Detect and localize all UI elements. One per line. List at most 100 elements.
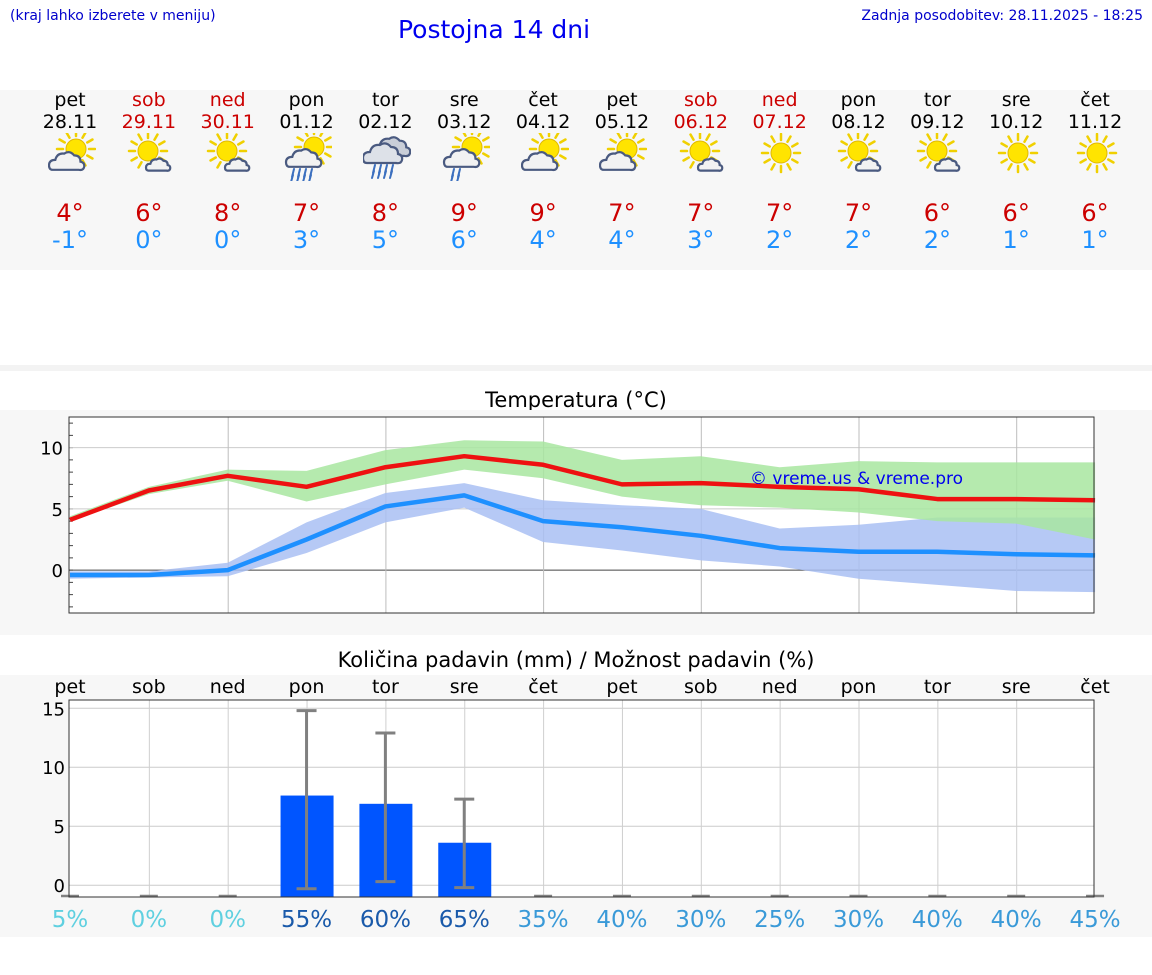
precip-probability: 40% — [991, 907, 1042, 933]
day-card: tor 09.12 6° 2° — [898, 89, 977, 259]
day-date: 02.12 — [358, 111, 413, 133]
precip-probability: 65% — [439, 907, 490, 933]
cloud-shape — [933, 157, 961, 172]
day-date: 01.12 — [279, 111, 334, 133]
temp-min: -1° — [52, 226, 88, 254]
x-category-label: pet — [54, 676, 85, 698]
temp-max: 9° — [529, 199, 557, 227]
cloud-rain-icon — [362, 136, 411, 179]
rain-drops — [449, 168, 461, 181]
page-title: Postojna 14 dni — [398, 15, 591, 44]
precip-probability: 30% — [675, 907, 726, 933]
location-hint: (kraj lahko izberete v meniju) — [10, 8, 216, 24]
x-category-label: čet — [1080, 676, 1110, 698]
cloud-shape — [145, 157, 172, 172]
day-card: pet 05.12 7° 4° — [582, 89, 661, 259]
plot-area — [69, 700, 1094, 897]
partly-cloudy-icon — [520, 133, 569, 172]
cloud-shape — [442, 148, 481, 169]
day-card: čet 11.12 6° 1° — [1056, 89, 1135, 259]
partly-cloudy-icon — [599, 133, 648, 172]
precipitation-chart-title: Količina padavin (mm) / Možnost padavin … — [337, 648, 815, 672]
forecast-band — [0, 90, 1152, 270]
y-tick-label: 5 — [54, 817, 65, 838]
day-date: 11.12 — [1067, 111, 1123, 133]
precip-probability: 30% — [833, 907, 884, 933]
y-tick-label: 0 — [54, 876, 65, 897]
sunny-small-cloud-icon — [128, 133, 172, 172]
cloud-shape — [47, 151, 85, 172]
sunny-icon — [760, 133, 802, 174]
day-card: pon 01.12 7° 3° — [267, 89, 346, 259]
day-date: 06.12 — [673, 111, 728, 133]
precip-probability: 55% — [281, 907, 332, 933]
day-card: sre 03.12 9° 6° — [425, 89, 504, 259]
day-name: sre — [1001, 89, 1031, 111]
temp-max: 6° — [135, 199, 163, 227]
sun-cloud-light-rain-icon — [442, 133, 490, 181]
day-card: pet 28.11 4° -1° — [31, 89, 110, 259]
x-category-label: sob — [132, 676, 166, 698]
x-category-label: tor — [924, 676, 951, 698]
cloud-shape — [599, 151, 637, 172]
temp-max: 7° — [687, 199, 715, 227]
temp-max: 7° — [844, 199, 873, 227]
x-category-label: sob — [684, 676, 718, 698]
day-date: 10.12 — [988, 111, 1044, 133]
temp-min: 2° — [844, 226, 873, 254]
sunny-small-cloud-icon — [206, 133, 251, 172]
sun-shape — [760, 133, 802, 174]
precip-probability: 25% — [754, 907, 805, 933]
day-name: ned — [761, 89, 798, 111]
temp-min: 2° — [766, 226, 794, 254]
x-category-label: pet — [606, 676, 637, 698]
sunny-small-cloud-icon — [680, 133, 724, 172]
day-card: sob 06.12 7° 3° — [661, 89, 740, 259]
temp-min: 1° — [1081, 226, 1109, 254]
plot-frame — [68, 699, 1095, 898]
temp-max: 8° — [371, 199, 400, 227]
precip-probability: 40% — [912, 907, 963, 933]
x-category-label: sre — [1002, 676, 1031, 698]
temp-max: 6° — [923, 199, 951, 227]
temp-max: 6° — [1081, 199, 1109, 227]
y-tick-label: 0 — [52, 561, 63, 582]
precip-probability: 40% — [596, 907, 647, 933]
temperature-chart: 0 5 10 © vreme.us & vreme.pro — [0, 410, 1152, 635]
precip-probability: 0% — [209, 907, 246, 933]
precip-probability: 60% — [360, 907, 411, 933]
y-tick-label: 10 — [42, 758, 65, 779]
cloud-shape — [854, 157, 882, 172]
sunny-small-cloud-icon — [916, 133, 961, 172]
temp-max: 9° — [450, 199, 478, 227]
day-name: tor — [923, 89, 951, 111]
day-name: pet — [54, 89, 86, 111]
rain-drops — [370, 164, 394, 179]
y-tick-label: 15 — [42, 699, 65, 720]
temp-min: 3° — [687, 226, 715, 254]
cloud-shape — [224, 157, 251, 172]
day-card: tor 02.12 8° 5° — [346, 89, 425, 259]
day-date: 05.12 — [594, 111, 650, 133]
day-date: 09.12 — [910, 111, 965, 133]
divider — [0, 365, 1152, 371]
temperature-chart-title: Temperatura (°C) — [485, 388, 667, 412]
day-name: sre — [449, 89, 479, 111]
sun-shape — [997, 133, 1038, 174]
y-tick-label: 10 — [40, 439, 63, 460]
x-category-label: pon — [841, 676, 877, 698]
precip-probability: 35% — [518, 907, 569, 933]
temp-min: 3° — [292, 226, 321, 254]
cloud-shape — [284, 148, 323, 169]
y-tick-label: 5 — [52, 500, 63, 521]
precip-probability: 0% — [131, 907, 168, 933]
temp-min: 4° — [529, 226, 557, 254]
day-name: sob — [684, 89, 718, 111]
temp-max: 6° — [1002, 199, 1030, 227]
day-date: 28.11 — [42, 111, 98, 133]
day-name: tor — [371, 89, 399, 111]
day-date: 07.12 — [752, 111, 807, 133]
sunny-icon — [997, 133, 1038, 174]
x-category-label: sre — [450, 676, 479, 698]
day-date: 04.12 — [515, 111, 571, 133]
